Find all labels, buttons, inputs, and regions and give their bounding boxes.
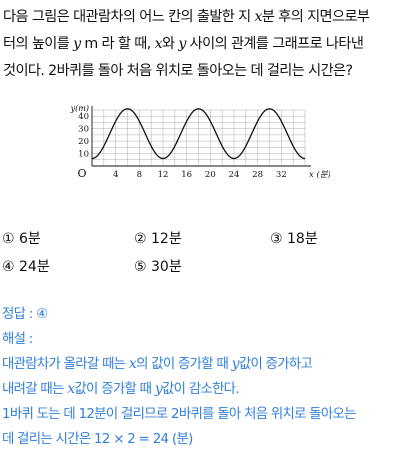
option-2[interactable]: ② 12분 — [134, 231, 182, 247]
answer-explanation: 정답 : ④ 해설 : 대관람차가 올라갈 때는 x의 값이 증가할 때 y값이… — [2, 302, 400, 452]
x-axis-label: x (분) — [309, 169, 330, 180]
x-tick-label: 20 — [205, 170, 216, 180]
x-tick-label: 12 — [158, 170, 169, 180]
x-tick-label: 8 — [137, 170, 142, 180]
question-text: 다음 그림은 대관람차의 어느 칸의 출발한 지 x분 후의 지면으로부 터의 … — [3, 4, 399, 85]
x-tick-label: 32 — [276, 170, 287, 180]
y-tick-label: 30 — [78, 125, 89, 135]
y-axis-label: y(m) — [70, 104, 89, 113]
question-line-3: 것이다. 2바퀴를 돌아 처음 위치로 돌아오는 데 걸리는 시간은? — [3, 63, 353, 79]
question-line-1: 다음 그림은 대관람차의 어느 칸의 출발한 지 x분 후의 지면으로부 — [3, 9, 370, 25]
explanation-line-2: 내려갈 때는 x값이 증가할 때 y값이 감소한다. — [2, 381, 240, 397]
y-tick-label: 40 — [78, 112, 89, 122]
x-tick-label: 24 — [229, 170, 240, 180]
explanation-line-3: 1바퀴 도는 데 12분이 걸리므로 2바퀴를 돌아 처음 위치로 돌아오는 — [2, 407, 356, 422]
explanation-line-4: 데 걸리는 시간은 12 × 2 = 24 (분) — [2, 432, 193, 447]
height-curve — [91, 108, 306, 160]
option-4[interactable]: ④ 24분 — [2, 259, 50, 275]
x-tick-label: 16 — [181, 170, 192, 180]
x-tick-label: 28 — [252, 170, 263, 180]
explanation-heading: 해설 : — [2, 332, 33, 347]
option-3[interactable]: ③ 18분 — [270, 231, 318, 247]
explanation-line-1: 대관람차가 올라갈 때는 x의 값이 증가할 때 y값이 증가하고 — [2, 356, 313, 372]
x-tick-label: 4 — [113, 170, 118, 180]
option-5[interactable]: ⑤ 30분 — [134, 259, 182, 275]
y-tick-label: 20 — [78, 137, 89, 147]
y-tick-label: 10 — [78, 150, 89, 160]
origin-label: O — [77, 167, 86, 180]
answer-line: 정답 : ④ — [2, 307, 48, 322]
question-line-2: 터의 높이를 y m 라 할 때, x와 y 사이의 관계를 그래프로 나타낸 — [3, 36, 364, 52]
option-1[interactable]: ① 6분 — [2, 231, 41, 247]
height-time-graph: 4 8 12 16 20 24 28 32 10 20 30 40 Oy(m) x (분) — [70, 104, 330, 180]
